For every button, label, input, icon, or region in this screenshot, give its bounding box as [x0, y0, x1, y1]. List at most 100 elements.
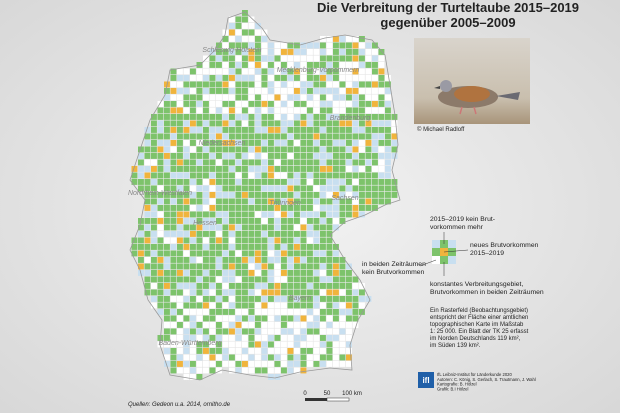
grid-cell [320, 335, 326, 341]
grid-cell [274, 49, 281, 55]
grid-cell [190, 166, 196, 172]
grid-cell [320, 159, 326, 166]
grid-cell [378, 133, 385, 140]
grid-cell [164, 114, 170, 120]
grid-cell [268, 211, 274, 218]
grid-cell [320, 62, 326, 68]
grid-cell [346, 309, 352, 315]
grid-cell [294, 237, 300, 244]
grid-cell [170, 335, 177, 341]
grid-cell [242, 283, 248, 289]
grid-cell [372, 107, 378, 114]
grid-cell [190, 185, 196, 192]
grid-cell [268, 218, 274, 224]
grid-cell [359, 153, 365, 159]
grid-cell [255, 244, 261, 250]
grid-cell [248, 250, 255, 257]
grid-cell [255, 159, 261, 166]
grid-cell [333, 133, 339, 140]
grid-cell [164, 224, 170, 231]
grid-cell [242, 140, 248, 146]
grid-cell [203, 114, 209, 120]
grid-cell [359, 198, 365, 205]
grid-cell [164, 341, 170, 348]
grid-cell [170, 146, 177, 153]
grid-cell [183, 75, 190, 81]
grid-cell [274, 198, 281, 205]
grid-cell [209, 101, 216, 107]
grid-cell [248, 231, 255, 237]
grid-cell [261, 166, 268, 172]
grid-cell [333, 166, 339, 172]
grid-cell [274, 218, 281, 224]
grid-cell [190, 153, 196, 159]
grid-cell [294, 68, 300, 75]
grid-cell [359, 159, 365, 166]
grid-cell [365, 166, 372, 172]
grid-cell [242, 94, 248, 101]
grid-cell [346, 361, 352, 367]
grid-cell [281, 55, 287, 62]
grid-cell [313, 127, 320, 133]
grid-cell [209, 81, 216, 88]
grid-cell [320, 192, 326, 198]
grid-cell [365, 192, 372, 198]
grid-cell [190, 172, 196, 179]
grid-cell [222, 302, 229, 309]
grid-cell [144, 159, 151, 166]
grid-cell [190, 218, 196, 224]
grid-cell [307, 224, 313, 231]
grid-cell [248, 367, 255, 374]
grid-cell [216, 62, 222, 68]
grid-cell [307, 133, 313, 140]
grid-cell [170, 270, 177, 276]
grid-cell [352, 62, 359, 68]
grid-cell [248, 354, 255, 361]
grid-cell [307, 146, 313, 153]
grid-cell [372, 101, 378, 107]
grid-cell [333, 296, 339, 302]
grid-cell [235, 166, 242, 172]
grid-cell [333, 140, 339, 146]
grid-cell [313, 335, 320, 341]
grid-cell [300, 153, 307, 159]
grid-cell [320, 88, 326, 94]
grid-cell [209, 237, 216, 244]
grid-cell [352, 172, 359, 179]
grid-cell [339, 120, 346, 127]
grid-cell [313, 218, 320, 224]
grid-cell [144, 140, 151, 146]
grid-cell [320, 68, 326, 75]
grid-cell [294, 192, 300, 198]
grid-cell [372, 140, 378, 146]
grid-cell [352, 211, 359, 218]
grid-cell [300, 224, 307, 231]
grid-cell [170, 289, 177, 296]
grid-cell [346, 328, 352, 335]
grid-cell [281, 296, 287, 302]
grid-cell [164, 120, 170, 127]
region-label: Schleswig-Holstein [202, 47, 261, 54]
grid-cell [300, 263, 307, 270]
grid-cell [242, 263, 248, 270]
grid-cell [359, 309, 365, 315]
grid-cell [177, 68, 183, 75]
grid-cell [385, 127, 391, 133]
grid-cell [196, 107, 203, 114]
grid-cell [320, 218, 326, 224]
grid-cell [268, 263, 274, 270]
grid-cell [307, 62, 313, 68]
grid-cell [151, 237, 157, 244]
grid-cell [320, 263, 326, 270]
grid-cell [281, 62, 287, 68]
grid-cell [164, 140, 170, 146]
grid-cell [177, 231, 183, 237]
grid-cell [313, 296, 320, 302]
grid-cell [190, 114, 196, 120]
grid-cell [235, 16, 242, 23]
grid-cell [268, 354, 274, 361]
grid-cell [203, 172, 209, 179]
grid-cell [326, 218, 333, 224]
grid-cell [242, 270, 248, 276]
grid-cell [300, 75, 307, 81]
